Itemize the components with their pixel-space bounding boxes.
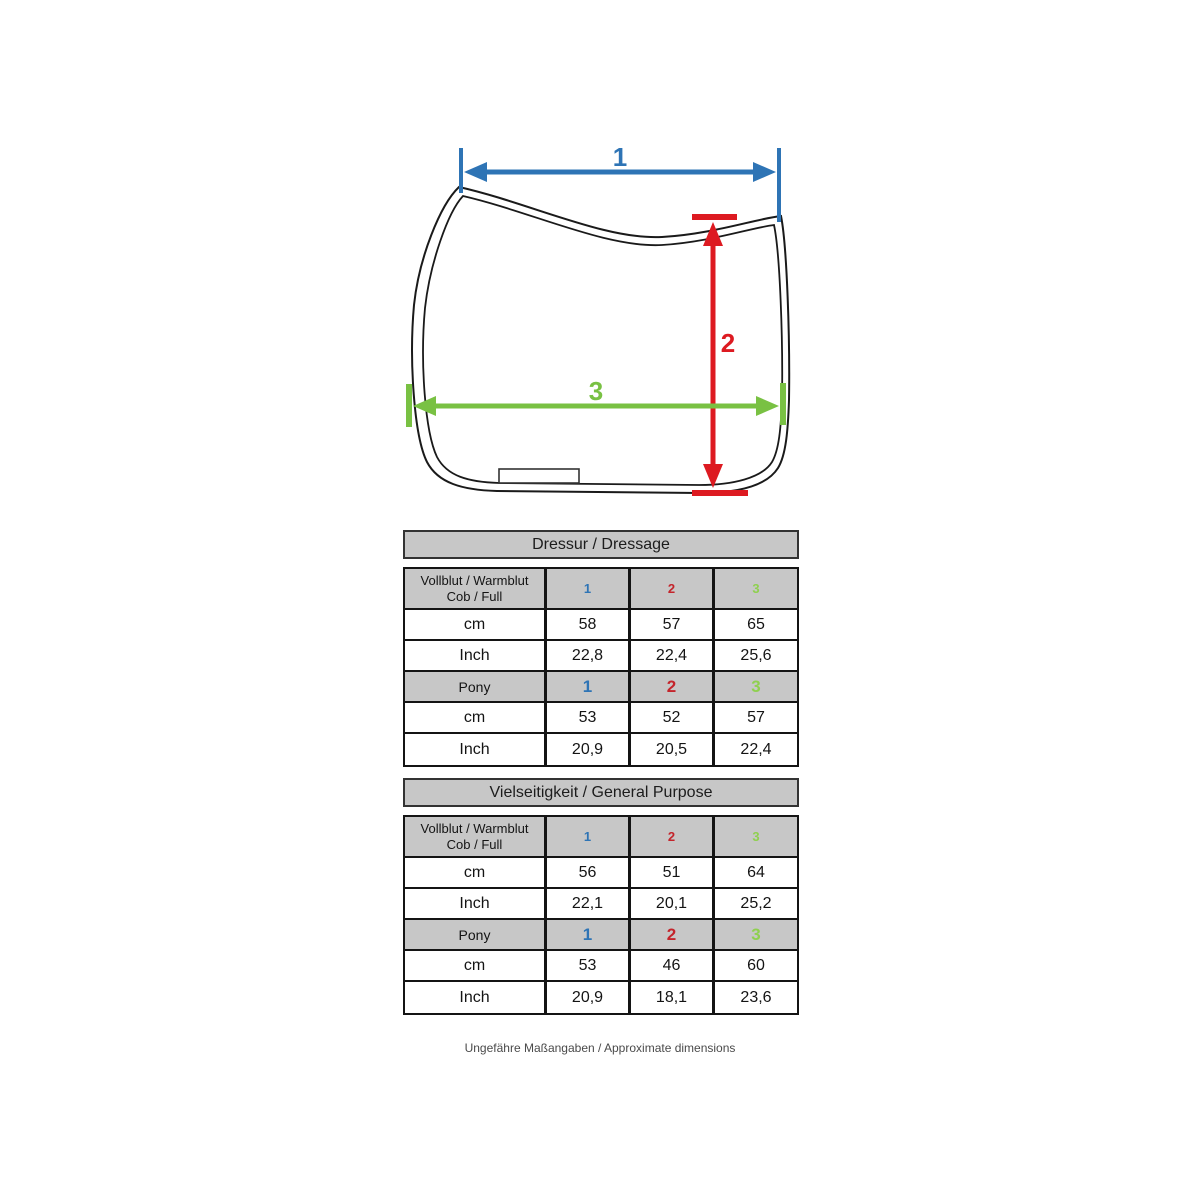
value-cell: 25,6 [715,641,797,672]
gp-pony-col-2: 2 [631,920,715,951]
label-patch [498,468,580,484]
header-line: Cob / Full [446,588,503,604]
header-line: Cob / Full [446,836,503,852]
dimension-3-width-middle [406,383,786,427]
header-line: Vollblut / Warmblut [420,572,529,588]
value-cell: 51 [631,858,715,889]
row-label: cm [405,703,547,734]
dressage-table-title: Dressur / Dressage [403,530,799,559]
gp-fullsize-col-3: 3 [715,817,797,858]
gp-fullsize-col-1: 1 [547,817,631,858]
value-cell: 22,8 [547,641,631,672]
value-cell: 57 [715,703,797,734]
header-line: Vollblut / Warmblut [420,820,529,836]
dressage-pony-header-cell: Pony [405,672,547,703]
dimension-2-arrowhead-bottom [703,464,723,488]
row-label: cm [405,610,547,641]
value-cell: 65 [715,610,797,641]
approximate-dimensions-note: Ungefähre Maßangaben / Approximate dimen… [464,1041,736,1055]
dimension-2-arrowhead-top [703,222,723,246]
gp-pony-col-1: 1 [547,920,631,951]
value-cell: 58 [547,610,631,641]
saddle-pad-inner-outline [422,195,784,486]
row-label: cm [405,951,547,982]
value-cell: 22,1 [547,889,631,920]
value-cell: 64 [715,858,797,889]
gp-fullsize-header-cell: Vollblut / Warmblut Cob / Full [405,817,547,858]
dressage-fullsize-col-3: 3 [715,569,797,610]
general-purpose-table: Vollblut / Warmblut Cob / Full 1 2 3 cm … [403,815,799,1015]
dressage-fullsize-col-2: 2 [631,569,715,610]
dimension-1-arrowhead-right [753,162,776,182]
dressage-table-title-text: Dressur / Dressage [532,535,670,553]
dimension-2-height [692,214,748,496]
dimension-1-width-top [459,148,781,222]
value-cell: 25,2 [715,889,797,920]
dimension-2-label: 2 [721,328,735,358]
row-label: Inch [405,734,547,765]
general-purpose-table-title: Vielseitigkeit / General Purpose [403,778,799,807]
dimension-3-label: 3 [589,376,603,406]
value-cell: 20,5 [631,734,715,765]
value-cell: 22,4 [631,641,715,672]
value-cell: 20,9 [547,982,631,1013]
gp-fullsize-col-2: 2 [631,817,715,858]
general-purpose-table-title-text: Vielseitigkeit / General Purpose [489,783,713,801]
dimension-3-arrowhead-left [413,396,436,416]
value-cell: 46 [631,951,715,982]
value-cell: 18,1 [631,982,715,1013]
value-cell: 57 [631,610,715,641]
value-cell: 23,6 [715,982,797,1013]
dressage-pony-col-2: 2 [631,672,715,703]
dimension-3-arrowhead-right [756,396,779,416]
value-cell: 56 [547,858,631,889]
dressage-fullsize-header-cell: Vollblut / Warmblut Cob / Full [405,569,547,610]
dressage-pony-col-3: 3 [715,672,797,703]
saddle-pad-outer-outline [411,185,791,495]
dressage-pony-col-1: 1 [547,672,631,703]
value-cell: 60 [715,951,797,982]
value-cell: 20,9 [547,734,631,765]
value-cell: 20,1 [631,889,715,920]
value-cell: 53 [547,951,631,982]
dressage-fullsize-col-1: 1 [547,569,631,610]
row-label: Inch [405,889,547,920]
row-label: Inch [405,641,547,672]
value-cell: 53 [547,703,631,734]
gp-pony-col-3: 3 [715,920,797,951]
value-cell: 22,4 [715,734,797,765]
row-label: Inch [405,982,547,1013]
dimension-1-arrowhead-left [464,162,487,182]
row-label: cm [405,858,547,889]
dimension-1-label: 1 [613,142,627,172]
gp-pony-header-cell: Pony [405,920,547,951]
value-cell: 52 [631,703,715,734]
dressage-table: Vollblut / Warmblut Cob / Full 1 2 3 cm … [403,567,799,767]
